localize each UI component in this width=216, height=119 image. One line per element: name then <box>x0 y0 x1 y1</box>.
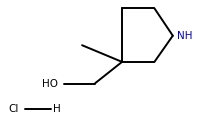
Text: HO: HO <box>42 79 58 89</box>
Text: Cl: Cl <box>9 104 19 114</box>
Text: NH: NH <box>177 31 192 41</box>
Text: H: H <box>53 104 61 114</box>
